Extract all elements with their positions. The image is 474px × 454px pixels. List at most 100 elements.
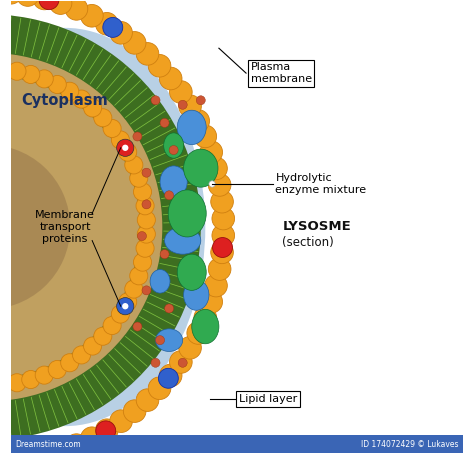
Ellipse shape	[164, 133, 183, 158]
Circle shape	[194, 125, 217, 148]
Circle shape	[200, 291, 222, 313]
Circle shape	[205, 274, 228, 297]
Circle shape	[95, 419, 118, 442]
Circle shape	[83, 99, 101, 117]
Text: Membrane
transport
proteins: Membrane transport proteins	[35, 210, 95, 244]
Circle shape	[148, 377, 171, 400]
Circle shape	[0, 0, 22, 4]
Circle shape	[103, 17, 123, 37]
Ellipse shape	[160, 166, 187, 197]
Circle shape	[133, 322, 142, 331]
Ellipse shape	[183, 149, 218, 187]
Ellipse shape	[0, 28, 205, 426]
Circle shape	[159, 67, 182, 90]
Circle shape	[137, 211, 155, 229]
Circle shape	[160, 250, 169, 259]
Circle shape	[169, 146, 178, 154]
Wedge shape	[0, 145, 70, 309]
Circle shape	[170, 350, 192, 373]
Wedge shape	[0, 145, 70, 309]
Circle shape	[211, 190, 233, 213]
Bar	[11, 435, 463, 453]
Text: Cytoplasm: Cytoplasm	[22, 93, 109, 108]
Circle shape	[73, 90, 91, 108]
Circle shape	[136, 43, 159, 65]
Ellipse shape	[150, 270, 170, 293]
Circle shape	[35, 366, 53, 384]
Circle shape	[212, 207, 235, 230]
Circle shape	[205, 157, 228, 180]
Ellipse shape	[155, 329, 182, 351]
Circle shape	[178, 100, 187, 109]
Circle shape	[73, 346, 91, 364]
Circle shape	[33, 0, 55, 10]
Circle shape	[142, 286, 151, 295]
Circle shape	[130, 267, 148, 285]
Ellipse shape	[164, 227, 201, 254]
Circle shape	[117, 139, 134, 156]
Circle shape	[118, 143, 137, 161]
Circle shape	[160, 118, 169, 128]
Circle shape	[142, 168, 151, 177]
Circle shape	[155, 336, 164, 345]
Circle shape	[35, 70, 53, 88]
Circle shape	[103, 119, 121, 138]
Circle shape	[158, 368, 178, 388]
Circle shape	[94, 327, 112, 345]
Circle shape	[81, 5, 103, 27]
Wedge shape	[0, 145, 70, 309]
Circle shape	[61, 82, 79, 100]
Circle shape	[110, 410, 132, 433]
Circle shape	[130, 169, 148, 187]
Ellipse shape	[192, 309, 219, 344]
Circle shape	[212, 224, 235, 247]
Circle shape	[39, 0, 59, 10]
Circle shape	[137, 225, 155, 243]
Circle shape	[61, 354, 79, 372]
Circle shape	[122, 145, 128, 151]
Circle shape	[96, 421, 116, 441]
Circle shape	[159, 364, 182, 387]
Ellipse shape	[177, 110, 206, 145]
Wedge shape	[0, 71, 144, 383]
Ellipse shape	[0, 96, 119, 222]
Circle shape	[49, 439, 72, 454]
Circle shape	[125, 156, 143, 174]
Circle shape	[49, 0, 72, 15]
Ellipse shape	[177, 254, 206, 291]
Ellipse shape	[183, 280, 209, 310]
Circle shape	[22, 370, 40, 389]
Circle shape	[83, 337, 101, 355]
Circle shape	[65, 0, 88, 20]
Text: (section): (section)	[282, 237, 334, 249]
Circle shape	[151, 358, 160, 367]
Circle shape	[134, 253, 152, 271]
Circle shape	[8, 374, 26, 392]
Circle shape	[122, 303, 128, 309]
Text: LYSOSME: LYSOSME	[282, 221, 351, 233]
Circle shape	[136, 197, 154, 215]
Circle shape	[148, 54, 171, 77]
Circle shape	[142, 200, 151, 209]
Circle shape	[123, 400, 146, 422]
Circle shape	[22, 65, 40, 84]
Circle shape	[164, 191, 173, 200]
Wedge shape	[0, 78, 137, 376]
Circle shape	[194, 306, 217, 329]
Circle shape	[133, 132, 142, 141]
Circle shape	[187, 322, 210, 344]
Circle shape	[111, 131, 129, 149]
Ellipse shape	[168, 190, 206, 237]
Circle shape	[134, 183, 152, 201]
Circle shape	[196, 96, 205, 105]
Ellipse shape	[0, 195, 92, 367]
Circle shape	[8, 62, 26, 80]
Circle shape	[111, 305, 129, 323]
Circle shape	[118, 293, 137, 311]
Wedge shape	[0, 78, 137, 376]
Circle shape	[179, 95, 201, 118]
Circle shape	[110, 21, 132, 44]
Text: Dreamstime.com: Dreamstime.com	[15, 440, 81, 449]
Circle shape	[179, 336, 201, 359]
Circle shape	[17, 0, 39, 6]
